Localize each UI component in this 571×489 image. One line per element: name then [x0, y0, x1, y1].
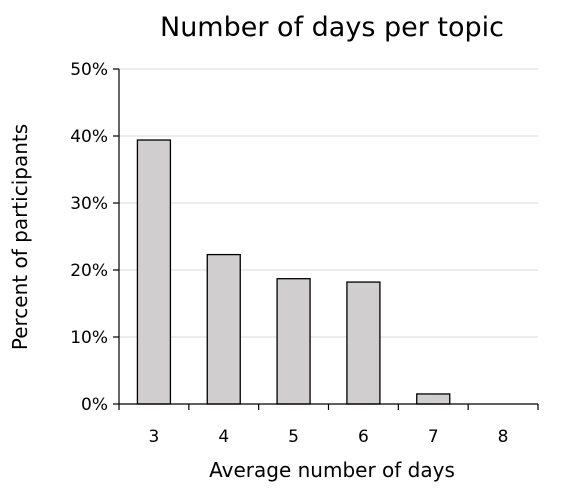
y-tick-label: 10% — [70, 328, 108, 348]
gridlines — [119, 68, 538, 338]
y-tick-label: 20% — [70, 261, 108, 281]
x-axis-ticks: 3 4 5 6 7 8 — [118, 404, 539, 447]
bar — [206, 253, 241, 405]
bar — [346, 281, 381, 405]
y-tick-label: 40% — [70, 127, 108, 147]
y-axis-ticks: 0% 10% 20% 30% 40% 50% — [70, 60, 119, 415]
x-tick-label: 5 — [288, 427, 299, 447]
x-tick-label: 7 — [428, 427, 439, 447]
x-tick-label: 3 — [149, 427, 160, 447]
y-tick-label: 50% — [70, 60, 108, 80]
x-tick-label: 6 — [358, 427, 369, 447]
bars — [136, 139, 451, 405]
y-tick-label: 30% — [70, 194, 108, 214]
y-tick-label: 0% — [81, 395, 108, 415]
bar — [276, 278, 311, 405]
bar — [136, 139, 172, 405]
x-axis-title: Average number of days — [209, 458, 455, 482]
chart-title: Number of days per topic — [160, 12, 504, 43]
y-axis-title: Percent of participants — [8, 124, 32, 350]
bar — [416, 393, 451, 405]
x-tick-label: 8 — [498, 427, 509, 447]
x-tick-label: 4 — [218, 427, 229, 447]
